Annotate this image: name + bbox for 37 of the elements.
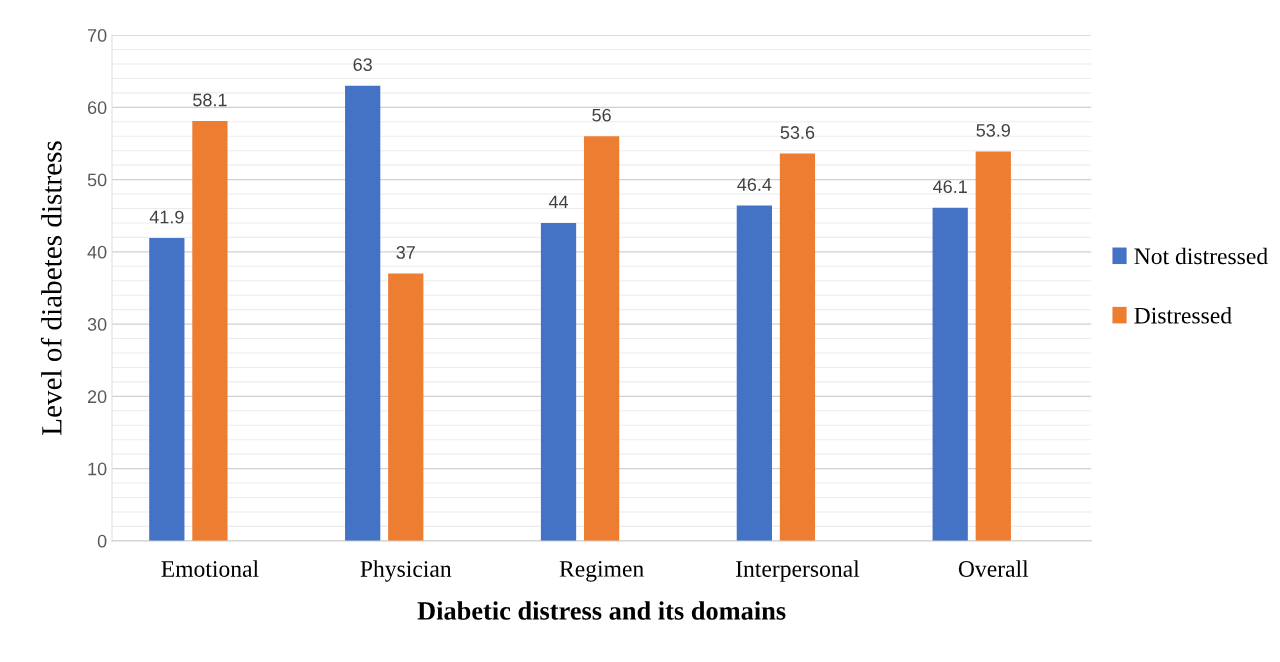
y-tick-label: 50: [87, 173, 107, 187]
y-tick-label: 70: [87, 29, 107, 42]
bar: [583, 136, 620, 541]
x-tick-label: Interpersonal: [736, 560, 860, 582]
bar: [736, 205, 772, 541]
bar: [540, 222, 577, 541]
y-axis-title: Level of diabetes distress: [40, 141, 62, 435]
y-tick-label: 0: [97, 534, 107, 548]
bar: [975, 151, 1011, 541]
bar: [779, 153, 816, 541]
y-tick-label: 10: [88, 462, 107, 476]
legend-label: Distressed: [1134, 307, 1232, 324]
x-tick-label: Regimen: [559, 560, 644, 582]
x-tick-label: Emotional: [161, 560, 259, 577]
data-label: 37: [396, 246, 415, 259]
x-tick-label: Physician: [360, 560, 452, 582]
data-label: 46.1: [933, 180, 967, 194]
data-label: 58.1: [193, 93, 227, 107]
bar: [149, 238, 185, 541]
bar: [192, 121, 228, 541]
data-label: 53.6: [780, 126, 815, 139]
y-tick-label: 60: [87, 101, 107, 115]
bar: [388, 273, 424, 541]
data-label: 63: [353, 58, 372, 71]
legend-label: Not distressed: [1134, 247, 1268, 265]
data-label: 46.4: [737, 178, 772, 191]
data-label: 56: [592, 108, 611, 122]
data-label: 41.9: [149, 210, 184, 224]
bar: [932, 207, 968, 541]
y-tick-label: 30: [87, 318, 107, 331]
y-tick-label: 20: [87, 390, 107, 404]
data-label: 53.9: [976, 123, 1010, 137]
x-tick-label: Overall: [958, 560, 1029, 577]
bar: [345, 85, 381, 541]
y-tick-label: 40: [87, 245, 107, 259]
x-axis-title: Diabetic distress and its domains: [417, 601, 786, 620]
data-label: 44: [548, 195, 569, 209]
